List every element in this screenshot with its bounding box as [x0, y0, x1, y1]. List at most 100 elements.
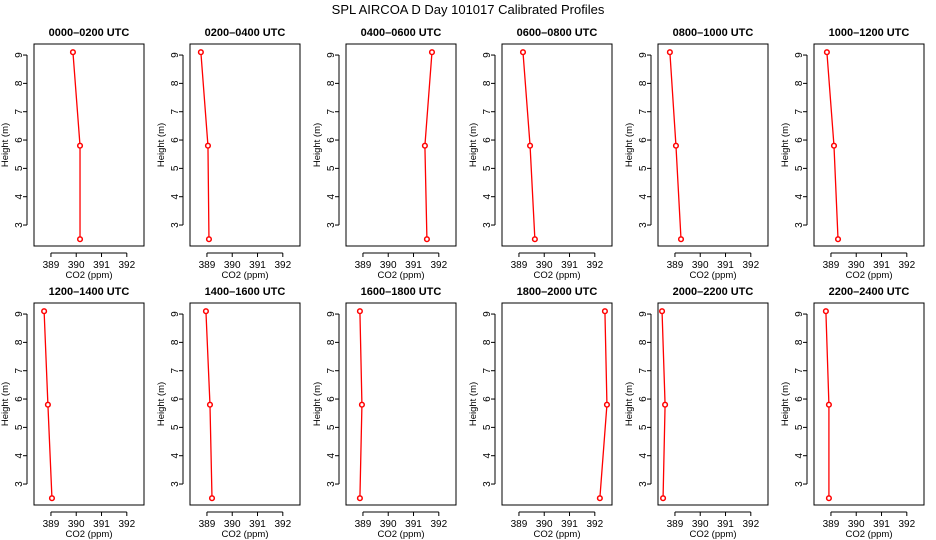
x-tick-label: 392 — [742, 260, 759, 271]
y-tick-label: 4 — [170, 193, 181, 199]
data-point — [601, 308, 608, 315]
y-tick-label: 4 — [170, 452, 181, 458]
y-tick-label: 3 — [326, 481, 337, 487]
y-tick-label: 3 — [638, 222, 649, 228]
data-point — [596, 495, 603, 502]
panel-title: 1600–1800 UTC — [361, 286, 442, 298]
data-point — [208, 495, 216, 502]
data-point — [356, 495, 363, 502]
plot-frame — [501, 302, 613, 506]
y-tick-label: 6 — [326, 137, 337, 143]
y-tick-label: 6 — [170, 137, 181, 143]
x-tick-label: 392 — [274, 260, 291, 271]
y-tick-label: 6 — [794, 396, 805, 402]
x-tick-label: 392 — [586, 260, 603, 271]
y-tick-label: 6 — [170, 396, 181, 402]
y-tick-label: 5 — [14, 424, 25, 430]
y-tick-label: 4 — [794, 193, 805, 199]
data-point — [428, 49, 436, 56]
x-tick-label: 390 — [536, 260, 553, 271]
x-tick-label: 389 — [667, 519, 684, 530]
y-tick-label: 5 — [794, 165, 805, 171]
x-tick-label: 390 — [68, 519, 85, 530]
x-tick-label: 389 — [199, 260, 216, 271]
data-point — [830, 142, 838, 149]
y-tick-label: 7 — [482, 367, 493, 373]
x-tick-label: 392 — [118, 260, 135, 271]
data-point — [41, 308, 48, 315]
y-axis-label: Height (m) — [0, 382, 11, 426]
panel-title: 1400–1600 UTC — [205, 286, 286, 298]
y-tick-label: 8 — [482, 80, 493, 86]
x-tick-label: 389 — [511, 260, 528, 271]
data-point — [666, 49, 673, 56]
panel-title: 2000–2200 UTC — [673, 286, 754, 298]
plot-frame — [189, 302, 301, 506]
x-tick-label: 391 — [405, 260, 422, 271]
data-point — [423, 236, 430, 243]
data-point — [76, 142, 84, 149]
data-point — [421, 142, 428, 149]
y-tick-label: 5 — [794, 424, 805, 430]
y-tick-label: 4 — [638, 452, 649, 458]
y-tick-label: 9 — [14, 52, 25, 58]
x-axis-label: CO2 (ppm) — [66, 270, 113, 281]
data-point — [822, 308, 829, 315]
data-point — [204, 142, 212, 149]
panel-title: 0600–0800 UTC — [517, 27, 598, 39]
x-tick-label: 390 — [848, 260, 865, 271]
y-tick-label: 7 — [794, 367, 805, 373]
x-axis-label: CO2 (ppm) — [846, 529, 893, 540]
y-axis-label: Height (m) — [156, 382, 167, 426]
x-tick-label: 390 — [68, 260, 85, 271]
data-point — [76, 236, 84, 243]
y-tick-label: 9 — [326, 311, 337, 317]
y-tick-label: 4 — [794, 452, 805, 458]
y-tick-label: 6 — [14, 396, 25, 402]
x-tick-label: 392 — [430, 260, 447, 271]
y-tick-label: 8 — [482, 339, 493, 345]
y-tick-label: 3 — [638, 481, 649, 487]
data-point — [825, 401, 832, 408]
x-tick-label: 389 — [823, 260, 840, 271]
y-tick-label: 5 — [170, 424, 181, 430]
x-tick-label: 391 — [873, 260, 890, 271]
y-tick-label: 5 — [14, 165, 25, 171]
data-point — [603, 401, 610, 408]
y-tick-label: 7 — [14, 108, 25, 114]
y-tick-label: 6 — [638, 396, 649, 402]
data-point — [672, 142, 680, 149]
data-point — [48, 495, 56, 502]
x-tick-label: 391 — [93, 519, 110, 530]
y-tick-label: 6 — [638, 137, 649, 143]
panel-title: 0000–0200 UTC — [49, 27, 130, 39]
x-axis-label: CO2 (ppm) — [534, 270, 581, 281]
x-tick-label: 390 — [380, 260, 397, 271]
y-tick-label: 4 — [482, 452, 493, 458]
y-tick-label: 5 — [326, 424, 337, 430]
y-tick-label: 8 — [14, 80, 25, 86]
y-tick-label: 4 — [14, 452, 25, 458]
y-tick-label: 3 — [482, 481, 493, 487]
plot-frame — [345, 302, 457, 506]
y-tick-label: 7 — [170, 367, 181, 373]
y-tick-label: 9 — [170, 52, 181, 58]
y-tick-label: 5 — [170, 165, 181, 171]
x-tick-label: 389 — [823, 519, 840, 530]
x-tick-label: 391 — [561, 260, 578, 271]
y-tick-label: 3 — [170, 222, 181, 228]
y-tick-label: 7 — [326, 367, 337, 373]
x-tick-label: 389 — [511, 519, 528, 530]
y-tick-label: 8 — [638, 80, 649, 86]
plot-frame — [33, 43, 145, 247]
x-tick-label: 390 — [224, 260, 241, 271]
y-axis-label: Height (m) — [624, 382, 635, 426]
data-point — [677, 236, 685, 243]
y-axis-label: Height (m) — [468, 382, 479, 426]
x-tick-label: 390 — [692, 260, 709, 271]
plot-frame — [189, 43, 301, 247]
plot-frame — [501, 43, 613, 247]
y-tick-label: 5 — [638, 165, 649, 171]
x-tick-label: 392 — [742, 519, 759, 530]
y-tick-label: 6 — [14, 137, 25, 143]
